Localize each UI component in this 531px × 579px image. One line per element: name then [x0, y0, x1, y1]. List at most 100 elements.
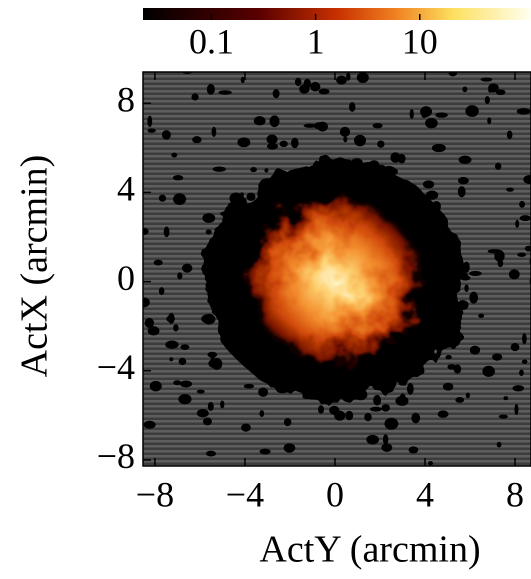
speckle — [381, 404, 390, 412]
speckle — [147, 326, 160, 336]
speckle — [181, 72, 193, 75]
speckle — [119, 145, 131, 155]
speckle — [60, 91, 72, 102]
speckle — [495, 89, 506, 96]
speckle — [514, 403, 519, 416]
speckle — [166, 315, 175, 323]
speckle — [218, 90, 232, 95]
speckle — [480, 77, 493, 82]
speckle — [327, 42, 333, 48]
speckle — [171, 152, 178, 158]
speckle — [519, 200, 526, 208]
speckle — [369, 406, 382, 412]
speckle — [516, 108, 531, 115]
x-tick-label: −8 — [136, 474, 174, 514]
y-tick-label: −4 — [97, 347, 135, 387]
speckle — [20, 416, 32, 428]
image — [20, 0, 531, 508]
speckle — [455, 397, 465, 403]
speckle — [147, 128, 156, 133]
speckle — [152, 41, 161, 46]
speckle — [353, 467, 364, 478]
speckle — [457, 176, 469, 185]
speckle — [153, 259, 163, 266]
x-tick-label: 8 — [506, 474, 524, 514]
speckle — [87, 278, 92, 289]
speckle — [334, 410, 346, 421]
speckle — [266, 143, 279, 150]
speckle — [158, 194, 167, 202]
speckle — [464, 284, 469, 292]
speckle — [503, 396, 509, 401]
speckle — [506, 130, 513, 140]
speckle — [25, 385, 34, 395]
speckle — [288, 64, 295, 70]
speckle — [117, 214, 131, 219]
speckle — [431, 143, 446, 153]
speckle — [143, 146, 144, 149]
colorbar — [143, 8, 531, 20]
speckle — [425, 118, 438, 129]
speckle — [371, 1, 380, 6]
speckle — [510, 343, 520, 352]
speckle — [469, 291, 479, 304]
speckle — [121, 250, 128, 254]
speckle — [437, 410, 449, 418]
speckle — [422, 180, 435, 189]
speckle — [96, 203, 100, 208]
speckle — [161, 130, 171, 140]
speckle — [346, 72, 351, 81]
speckle — [257, 44, 271, 54]
speckle — [85, 368, 94, 376]
speckle — [80, 186, 93, 191]
speckle — [248, 42, 255, 48]
speckle — [372, 122, 383, 129]
source — [205, 161, 465, 401]
speckle — [264, 168, 269, 173]
speckle — [462, 86, 468, 93]
speckle — [212, 166, 227, 172]
speckle — [408, 446, 419, 454]
speckle — [457, 186, 466, 198]
speckle — [97, 332, 102, 343]
speckle — [523, 174, 531, 185]
speckle — [395, 395, 409, 406]
speckle — [165, 340, 179, 349]
speckle — [283, 418, 292, 427]
speckle — [479, 30, 492, 39]
speckle — [84, 473, 94, 483]
speckle — [320, 0, 330, 7]
speckle — [377, 140, 385, 148]
speckle — [366, 434, 379, 445]
speckle — [206, 83, 215, 95]
plot-frame — [142, 71, 531, 467]
speckle — [240, 76, 245, 84]
speckle — [190, 467, 203, 476]
speckle — [411, 412, 421, 424]
speckle — [102, 153, 106, 160]
speckle — [196, 389, 205, 394]
speckle — [74, 420, 82, 428]
speckle — [339, 126, 351, 137]
speckle — [310, 485, 318, 494]
speckle — [445, 355, 452, 360]
speckle — [421, 113, 428, 118]
speckle — [299, 84, 310, 94]
colorbar-tick-label: 10 — [402, 21, 438, 61]
speckle — [294, 77, 302, 87]
speckle — [43, 436, 55, 440]
speckle — [94, 304, 101, 316]
speckle — [425, 190, 439, 200]
speckle — [521, 359, 528, 365]
speckle — [465, 105, 479, 117]
speckle — [47, 107, 53, 112]
speckle — [163, 226, 170, 238]
speckle — [428, 461, 434, 466]
speckle — [364, 412, 372, 422]
speckle — [143, 240, 144, 242]
y-axis-label: ActX (arcmin) — [14, 155, 56, 378]
speckle — [97, 497, 108, 508]
speckle — [172, 175, 184, 181]
speckle — [272, 89, 280, 99]
speckle — [196, 409, 209, 418]
